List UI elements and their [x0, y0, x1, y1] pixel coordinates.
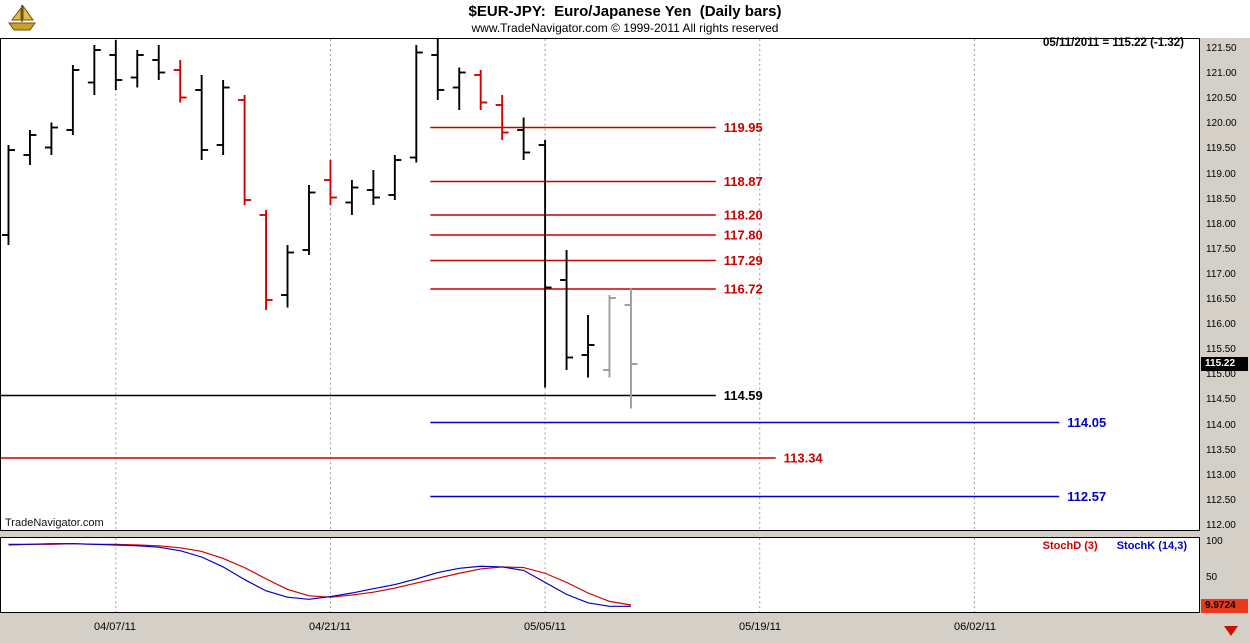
stochastic-canvas[interactable]	[1, 538, 1199, 612]
ohlc-bar[interactable]	[538, 140, 552, 388]
price-axis-label: 120.50	[1206, 93, 1237, 105]
price-chart-pane[interactable]: 119.95 118.87 118.20 117.80 117.29 116.72 114.…	[0, 38, 1200, 531]
x-axis-date-label: 06/02/11	[953, 621, 996, 633]
ohlc-bar[interactable]	[259, 209, 273, 311]
price-level-label: 117.80	[724, 227, 763, 242]
ohlc-bar[interactable]	[452, 67, 466, 111]
price-chart-canvas[interactable]: 119.95 118.87 118.20 117.80 117.29 116.72 114.…	[1, 39, 1199, 530]
ohlc-bar[interactable]	[581, 315, 595, 378]
ohlc-bar[interactable]	[366, 169, 380, 206]
x-axis-date-label: 05/05/11	[523, 621, 566, 633]
price-axis-label: 117.00	[1206, 268, 1236, 280]
date-axis: 04/07/11 04/21/11 05/05/11 05/19/11 06/02/11	[0, 613, 1250, 643]
ohlc-bar[interactable]	[431, 39, 445, 101]
stoch-series-line	[8, 543, 631, 607]
ohlc-bar[interactable]	[1, 144, 15, 246]
chart-header: $EUR-JPY: Euro/Japanese Yen (Daily bars)…	[0, 0, 1250, 38]
ohlc-bar[interactable]	[109, 39, 123, 91]
scroll-down-arrow-icon[interactable]	[1224, 626, 1238, 636]
stochastic-legend: StochD (3) StochK (14,3)	[1027, 540, 1187, 552]
price-axis-label: 114.00	[1206, 419, 1236, 431]
price-axis-label: 121.00	[1206, 68, 1237, 80]
price-level-label: 114.59	[724, 388, 763, 403]
price-level-label: 118.87	[724, 174, 763, 189]
ohlc-bar[interactable]	[474, 69, 488, 111]
price-axis-label: 119.00	[1206, 168, 1236, 180]
price-level-label: 114.05	[1067, 415, 1106, 430]
stochastic-indicator-pane[interactable]: StochD (3) StochK (14,3)	[0, 537, 1200, 613]
price-level-label: 116.72	[724, 281, 763, 296]
ohlc-bar[interactable]	[495, 95, 509, 141]
price-axis-label: 112.00	[1206, 519, 1236, 531]
copyright-text: www.TradeNavigator.com © 1999-2011 All r…	[471, 21, 779, 35]
ohlc-bar[interactable]	[409, 44, 423, 163]
x-axis-date-label: 04/07/11	[93, 621, 136, 633]
price-axis-label: 115.50	[1206, 344, 1236, 356]
stoch-series-line	[8, 543, 632, 606]
stoch-value-badge: 9.9724	[1201, 598, 1248, 613]
ohlc-bar[interactable]	[23, 130, 37, 165]
ohlc-bar[interactable]	[216, 80, 230, 155]
ohlc-bar[interactable]	[624, 287, 638, 409]
watermark-text: TradeNavigator.com	[5, 517, 104, 529]
ohlc-bar[interactable]	[152, 44, 166, 81]
ohlc-bar[interactable]	[238, 95, 252, 206]
stochk-legend-label[interactable]: StochK (14,3)	[1116, 540, 1187, 552]
price-axis-label: 120.00	[1206, 118, 1237, 130]
ohlc-bar[interactable]	[173, 59, 187, 103]
ohlc-bar[interactable]	[345, 180, 359, 215]
ohlc-bar[interactable]	[130, 49, 144, 88]
price-axis-label: 115.00	[1206, 369, 1236, 381]
price-level-label: 118.20	[724, 207, 763, 222]
stoch-axis-label: 50	[1206, 571, 1218, 583]
price-axis-label: 118.50	[1206, 193, 1236, 205]
ohlc-bar[interactable]	[44, 122, 58, 156]
price-level-label: 113.34	[784, 450, 824, 465]
ohlc-bar[interactable]	[560, 249, 574, 370]
last-quote-label: 05/11/2011 = 115.22 (-1.32)	[1043, 37, 1184, 49]
price-axis-label: 112.50	[1206, 494, 1236, 506]
price-axis-label: 119.50	[1206, 143, 1236, 155]
price-axis-label: 113.00	[1206, 469, 1236, 481]
stoch-axis-label: 100	[1206, 535, 1223, 547]
ohlc-bar[interactable]	[195, 75, 209, 161]
price-axis-label: 113.50	[1206, 444, 1236, 456]
price-axis-label: 117.50	[1206, 243, 1236, 255]
ohlc-bar[interactable]	[281, 245, 295, 308]
price-axis-label: 116.50	[1206, 294, 1236, 306]
ohlc-bar[interactable]	[66, 64, 80, 135]
ohlc-bar[interactable]	[517, 117, 531, 161]
price-axis-label: 116.00	[1206, 319, 1236, 331]
ohlc-bar[interactable]	[388, 154, 402, 201]
chart-title: $EUR-JPY: Euro/Japanese Yen (Daily bars)	[468, 3, 782, 20]
tradenavigator-logo-icon	[8, 4, 36, 31]
price-level-label: 112.57	[1067, 489, 1106, 504]
price-axis-label: 118.00	[1206, 218, 1236, 230]
ohlc-bar[interactable]	[602, 294, 616, 378]
price-axis-label: 121.50	[1206, 43, 1237, 55]
ohlc-bar[interactable]	[87, 44, 101, 96]
stochd-legend-label[interactable]: StochD (3)	[1042, 540, 1098, 552]
ohlc-bar[interactable]	[302, 185, 316, 255]
x-axis-date-label: 04/21/11	[308, 621, 351, 633]
ohlc-bar[interactable]	[323, 160, 337, 206]
price-axis: 121.50 121.00 120.50 120.00 119.50 119.00 118.…	[1200, 0, 1250, 643]
price-level-label: 119.95	[724, 120, 763, 135]
x-axis-date-label: 05/19/11	[738, 621, 781, 633]
price-level-label: 117.29	[724, 253, 763, 268]
price-axis-label: 114.50	[1206, 394, 1236, 406]
last-price-badge: 115.22	[1201, 357, 1248, 372]
